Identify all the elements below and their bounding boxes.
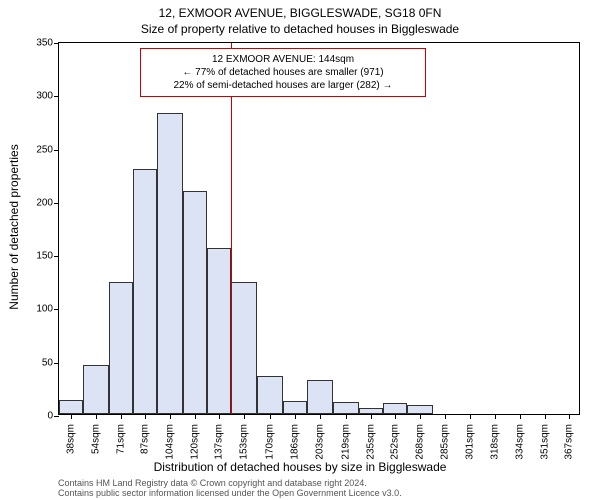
xtick-mark [170, 414, 171, 419]
annotation-line-1: 12 EXMOOR AVENUE: 144sqm [149, 53, 417, 66]
xtick-label: 137sqm [214, 424, 225, 460]
ytick-label: 150 [36, 251, 59, 262]
xtick-mark [121, 414, 122, 419]
chart-title-line1: 12, EXMOOR AVENUE, BIGGLESWADE, SG18 0FN [0, 6, 600, 20]
footer-line-1: Contains HM Land Registry data © Crown c… [58, 478, 402, 488]
histogram-bar [109, 282, 133, 414]
histogram-bar [407, 405, 433, 414]
xtick-mark [320, 414, 321, 419]
x-axis-label: Distribution of detached houses by size … [0, 460, 600, 474]
histogram-bar [133, 169, 157, 414]
xtick-label: 268sqm [414, 424, 425, 460]
xtick-label: 285sqm [439, 424, 450, 460]
ytick-label: 300 [36, 91, 59, 102]
xtick-label: 252sqm [389, 424, 400, 460]
xtick-label: 334sqm [514, 424, 525, 460]
xtick-mark [545, 414, 546, 419]
xtick-label: 186sqm [290, 424, 301, 460]
annotation-line-3: 22% of semi-detached houses are larger (… [149, 79, 417, 92]
y-axis-label: Number of detached properties [7, 127, 21, 327]
xtick-label: 203sqm [315, 424, 326, 460]
ytick-label: 50 [42, 357, 59, 368]
ytick-label: 350 [36, 38, 59, 49]
xtick-label: 71sqm [116, 424, 127, 454]
chart-container: 12, EXMOOR AVENUE, BIGGLESWADE, SG18 0FN… [0, 0, 600, 500]
ytick-label: 200 [36, 197, 59, 208]
histogram-bar [307, 380, 333, 414]
histogram-bar [183, 191, 207, 414]
histogram-bar [231, 282, 257, 414]
xtick-label: 87sqm [140, 424, 151, 454]
xtick-label: 219sqm [340, 424, 351, 460]
xtick-label: 318sqm [489, 424, 500, 460]
xtick-label: 351sqm [539, 424, 550, 460]
xtick-mark [219, 414, 220, 419]
annotation-line-2: ← 77% of detached houses are smaller (97… [149, 66, 417, 79]
xtick-mark [569, 414, 570, 419]
xtick-mark [96, 414, 97, 419]
histogram-bar [157, 113, 183, 414]
histogram-bar [283, 401, 307, 414]
histogram-bar [207, 248, 231, 414]
xtick-mark [195, 414, 196, 419]
xtick-label: 153sqm [239, 424, 250, 460]
reference-line [231, 43, 232, 414]
xtick-mark [371, 414, 372, 419]
chart-title-line2: Size of property relative to detached ho… [0, 22, 600, 36]
xtick-label: 367sqm [563, 424, 574, 460]
xtick-mark [295, 414, 296, 419]
xtick-mark [395, 414, 396, 419]
xtick-label: 38sqm [66, 424, 77, 454]
ytick-label: 0 [47, 411, 59, 422]
xtick-mark [520, 414, 521, 419]
xtick-mark [145, 414, 146, 419]
xtick-mark [270, 414, 271, 419]
ytick-label: 100 [36, 304, 59, 315]
histogram-bar [59, 400, 83, 414]
histogram-bar [257, 376, 283, 414]
histogram-bar [83, 365, 109, 414]
xtick-label: 120sqm [190, 424, 201, 460]
xtick-mark [346, 414, 347, 419]
xtick-label: 301sqm [464, 424, 475, 460]
xtick-mark [470, 414, 471, 419]
xtick-mark [420, 414, 421, 419]
footer-line-2: Contains public sector information licen… [58, 488, 402, 498]
xtick-mark [495, 414, 496, 419]
annotation-box: 12 EXMOOR AVENUE: 144sqm ← 77% of detach… [140, 48, 426, 97]
ytick-label: 250 [36, 144, 59, 155]
plot-area: 050100150200250300350 38sqm54sqm71sqm87s… [58, 42, 580, 415]
xtick-label: 104sqm [165, 424, 176, 460]
xtick-label: 54sqm [91, 424, 102, 454]
xtick-label: 235sqm [365, 424, 376, 460]
xtick-mark [445, 414, 446, 419]
xtick-mark [71, 414, 72, 419]
histogram-bar [383, 403, 407, 414]
xtick-label: 170sqm [265, 424, 276, 460]
footer-attribution: Contains HM Land Registry data © Crown c… [58, 478, 402, 498]
histogram-bar [333, 402, 359, 414]
xtick-mark [244, 414, 245, 419]
